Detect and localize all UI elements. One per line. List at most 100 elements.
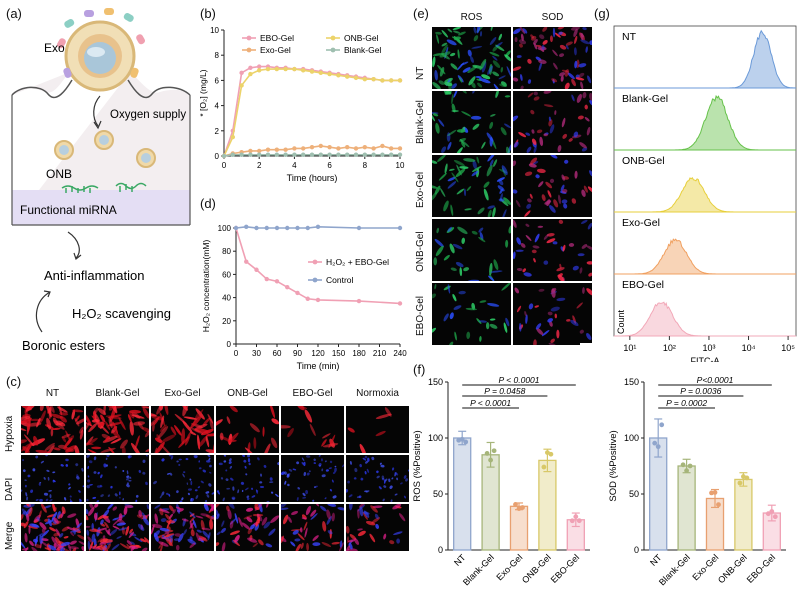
cell-mark: [138, 510, 143, 517]
cell-mark: [554, 32, 561, 38]
cell-mark: [78, 541, 84, 546]
cell-mark: [86, 485, 90, 489]
data-point: [327, 152, 332, 157]
cell-mark: [205, 499, 208, 502]
cell-mark: [111, 543, 120, 551]
cell-mark: [270, 491, 274, 494]
cell-mark: [547, 318, 554, 323]
cell-mark: [520, 85, 524, 89]
cell-mark: [76, 418, 84, 425]
cell-mark: [41, 529, 50, 538]
cell-mark: [45, 445, 55, 453]
cell-mark: [22, 548, 29, 551]
cell-mark: [168, 505, 174, 512]
cell-mark: [205, 515, 214, 520]
micrograph-cells: [346, 455, 409, 502]
cell-mark: [97, 538, 103, 543]
cell-mark: [59, 532, 64, 538]
cell-mark: [49, 527, 56, 532]
legend-label: EBO-Gel: [260, 33, 294, 43]
cell-mark: [189, 478, 192, 481]
cell-mark: [55, 528, 61, 537]
cell-mark: [23, 521, 29, 529]
cell-mark: [74, 445, 80, 453]
micrograph-cells: [432, 283, 511, 345]
replicate-point: [652, 440, 658, 446]
x-axis-label: Time (hours): [287, 173, 338, 183]
cell-mark: [52, 471, 56, 474]
micrograph-image: [432, 283, 511, 345]
cell-mark: [498, 198, 505, 202]
cell-mark: [568, 138, 573, 142]
x-tick-label: 0: [234, 349, 239, 358]
x-tick-label: 10²: [663, 343, 676, 353]
cell-mark: [519, 43, 523, 48]
data-point: [362, 76, 367, 82]
cell-mark: [60, 541, 71, 547]
cell-mark: [142, 427, 149, 433]
micrograph-cells: [514, 287, 592, 345]
cell-mark: [531, 35, 537, 41]
cell-mark: [356, 496, 360, 499]
tissue-bottom: [12, 190, 190, 225]
micrograph-image: [513, 27, 592, 89]
data-point: [380, 143, 385, 149]
cell-mark: [434, 238, 444, 248]
cell-mark: [176, 490, 179, 494]
cell-mark: [582, 92, 587, 99]
y-axis-label: SOD (%Positive): [608, 430, 619, 501]
cell-mark: [253, 437, 257, 449]
cell-mark: [76, 522, 83, 529]
cell-mark: [489, 121, 494, 130]
cell-mark: [525, 132, 531, 136]
cell-mark: [303, 471, 307, 477]
cell-mark: [375, 523, 380, 529]
cell-mark: [102, 515, 109, 519]
cell-mark: [259, 485, 265, 488]
cell-mark: [58, 514, 62, 520]
cell-mark: [107, 504, 114, 510]
data-bar: [481, 454, 500, 551]
cell-mark: [156, 406, 166, 415]
cell-mark: [246, 507, 254, 512]
micrograph-cells: [513, 155, 592, 217]
cell-mark: [304, 409, 313, 423]
cell-mark: [550, 338, 555, 344]
cell-mark: [211, 491, 214, 495]
cell-mark: [244, 465, 247, 469]
cell-mark: [472, 160, 477, 169]
data-bar: [453, 437, 472, 551]
cell-mark: [579, 267, 583, 274]
cell-mark: [44, 442, 55, 452]
cell-mark: [467, 279, 480, 281]
cell-mark: [93, 544, 98, 549]
cell-mark: [245, 473, 248, 476]
y-tick-label: 6: [215, 76, 220, 85]
legend-label: H₂O₂ + EBO-Gel: [326, 257, 389, 267]
cell-mark: [69, 546, 80, 550]
cell-mark: [246, 497, 250, 501]
cell-mark: [492, 55, 498, 61]
legend-marker: [312, 259, 318, 265]
data-point: [285, 284, 290, 290]
micrograph-row-label: Merge: [4, 521, 15, 550]
cell-mark: [306, 472, 310, 476]
data-point: [264, 276, 269, 282]
cell-mark: [438, 172, 447, 181]
cell-mark: [451, 172, 459, 183]
cell-mark: [536, 44, 542, 48]
y-tick-label: 100: [218, 224, 232, 233]
cell-mark: [443, 313, 449, 322]
cell-mark: [240, 481, 245, 485]
cell-mark: [281, 507, 289, 510]
cell-mark: [573, 47, 577, 56]
cell-mark: [101, 425, 109, 434]
cell-mark: [489, 323, 498, 329]
cell-mark: [432, 53, 445, 56]
cell-mark: [584, 104, 588, 110]
cell-mark: [374, 513, 379, 520]
cell-mark: [71, 409, 76, 420]
cell-mark: [281, 425, 291, 429]
oxygen-supply-label: Oxygen supply: [110, 109, 186, 121]
cell-mark: [144, 429, 149, 438]
